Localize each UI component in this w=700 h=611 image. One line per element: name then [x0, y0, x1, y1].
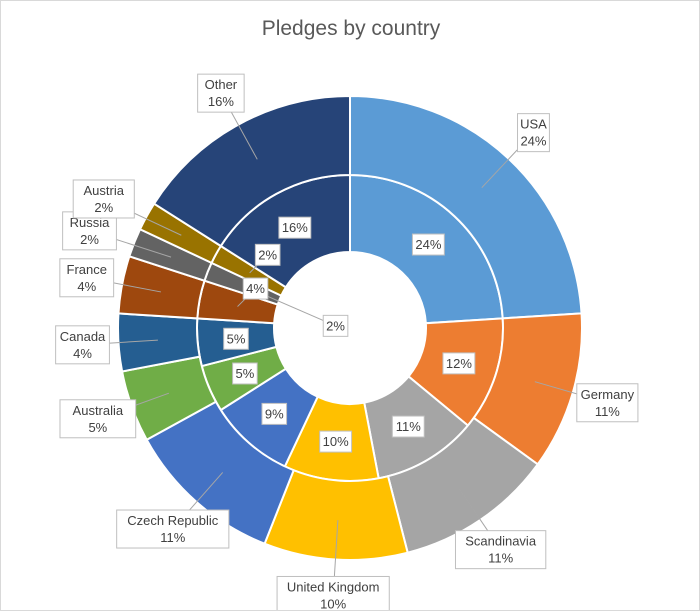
outer-slice-usa-label-box	[517, 113, 550, 153]
outer-slice-germany-label-box	[576, 383, 639, 423]
outer-slice-austria-label-box	[72, 179, 135, 219]
outer-slice-austria-label-text: 2%	[94, 200, 113, 215]
inner-slice-russia-label-box	[322, 314, 349, 337]
outer-slice-austria-label: Austria 2%	[72, 179, 135, 219]
inner-slice-france-label: 4%	[242, 277, 269, 300]
outer-slice-france-label: France 4%	[59, 258, 115, 298]
inner-slice-other-label-box	[278, 216, 312, 239]
inner-slice-austria-label: 2%	[254, 243, 281, 266]
outer-slice-russia-label-text: Russia	[70, 215, 111, 230]
inner-slice-other-label: 16%	[278, 216, 312, 239]
outer-slice-scandinavia-label: Scandinavia 11%	[454, 530, 547, 570]
outer-slice-scandinavia-label-text: Scandinavia	[465, 534, 537, 549]
outer-slice-czech-republic-label: Czech Republic 11%	[116, 509, 230, 549]
inner-slice-canada-label: 5%	[223, 327, 249, 350]
inner-slice-canada-label-box	[223, 327, 249, 350]
inner-slice-austria-label-text: 2%	[258, 247, 277, 262]
inner-slice-austria-label-box	[254, 243, 281, 266]
outer-slice-france-label-text: France	[67, 262, 107, 277]
inner-slice-united-kingdom-label-text: 10%	[323, 434, 349, 449]
outer-slice-australia-label-text: 5%	[88, 420, 107, 435]
outer-slice-czech-republic-label-text: Czech Republic	[127, 513, 219, 528]
inner-slice-canada-label-text: 5%	[227, 331, 246, 346]
outer-slice-czech-republic-label-box	[116, 509, 230, 549]
outer-slice-canada-label: Canada 4%	[55, 325, 110, 365]
outer-slice-germany-label-text: 11%	[595, 404, 620, 419]
outer-slice-scandinavia-label-text: 11%	[488, 551, 513, 566]
inner-slice-russia-label-text: 2%	[326, 318, 345, 333]
inner-slice-czech-republic-label-box	[261, 402, 288, 425]
outer-slice-united-kingdom-label-text: 10%	[320, 596, 346, 610]
outer-slice-czech-republic-label-text: 11%	[160, 530, 185, 545]
outer-slice-russia-label-text: 2%	[80, 232, 99, 247]
inner-slice-scandinavia-label-text: 11%	[396, 419, 421, 434]
inner-slice-france-label-text: 4%	[246, 281, 265, 296]
inner-slice-scandinavia-label-box	[391, 415, 425, 438]
inner-slice-czech-republic-label-text: 9%	[265, 406, 284, 421]
inner-slice-scandinavia-label: 11%	[391, 415, 425, 438]
outer-slice-other-label: Other 16%	[197, 73, 245, 113]
outer-slice-australia-label-text: Australia	[73, 403, 124, 418]
outer-slice-france-label-text: 4%	[77, 279, 96, 294]
outer-slice-usa-label-text: USA	[520, 117, 547, 132]
slices-layer	[117, 94, 583, 561]
inner-slice-germany-label-box	[442, 352, 476, 375]
outer-slice-usa-label-text: 24%	[520, 134, 546, 149]
inner-slice-united-kingdom-label: 10%	[319, 430, 353, 453]
inner-slice-australia-label: 5%	[232, 362, 258, 385]
outer-slice-united-kingdom-label-text: United Kingdom	[287, 579, 380, 594]
inner-slice-australia-label-box	[232, 362, 258, 385]
inner-slice-czech-republic-label: 9%	[261, 402, 288, 425]
outer-slice-austria-label-text: Austria	[84, 183, 125, 198]
outer-slice-canada-label-text: 4%	[73, 346, 92, 361]
outer-slice-canada-label-text: Canada	[60, 329, 106, 344]
inner-slice-france-label-box	[242, 277, 269, 300]
data-labels-layer: 24% 12% 11% 10% 9% 5% 5% 4% 2% 2% 16% USA 24% Germany…	[55, 73, 639, 610]
outer-slice-usa	[349, 94, 583, 320]
outer-slice-russia-label: Russia 2%	[62, 211, 117, 251]
outer-slice-germany-label: Germany 11%	[576, 383, 639, 423]
inner-slice-usa-label-box	[411, 233, 445, 256]
outer-slice-united-kingdom-label-box	[276, 575, 390, 610]
outer-slice-other-label-text: Other	[205, 77, 238, 92]
outer-slice-australia-label-box	[59, 399, 137, 439]
inner-slice-germany-label: 12%	[442, 352, 476, 375]
outer-slice-scandinavia-label-box	[454, 530, 547, 570]
outer-slice-other	[152, 94, 351, 248]
outer-slice-other-label-box	[197, 73, 245, 113]
inner-slice-australia-label-text: 5%	[236, 366, 255, 381]
inner-slice-russia-label: 2%	[322, 314, 349, 337]
chart-title: Pledges by country	[262, 17, 441, 40]
outer-slice-australia-label: Australia 5%	[59, 399, 137, 439]
inner-slice-other-label-text: 16%	[282, 220, 308, 235]
inner-slice-united-kingdom-label-box	[319, 430, 353, 453]
outer-slice-united-kingdom-label: United Kingdom 10%	[276, 575, 390, 610]
outer-slice-france-label-box	[59, 258, 115, 298]
inner-slice-usa-label-text: 24%	[415, 237, 441, 252]
outer-slice-canada-label-box	[55, 325, 110, 365]
inner-slice-germany-label-text: 12%	[446, 356, 472, 371]
outer-slice-usa-label: USA 24%	[517, 113, 550, 153]
outer-slice-germany-label-text: Germany	[581, 387, 635, 402]
outer-slice-other-label-text: 16%	[208, 94, 234, 109]
inner-slice-usa-label: 24%	[411, 233, 445, 256]
